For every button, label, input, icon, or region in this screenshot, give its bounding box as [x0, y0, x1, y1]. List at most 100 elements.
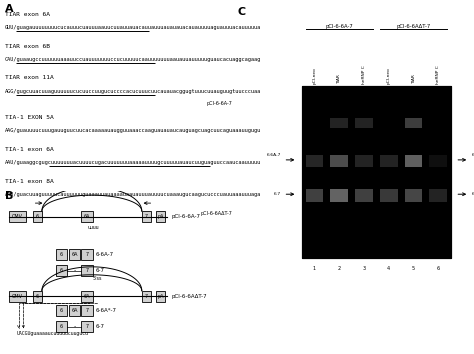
- Text: 6-6A-7: 6-6A-7: [267, 153, 281, 157]
- Text: -: -: [73, 324, 75, 329]
- Text: 6A: 6A: [71, 308, 78, 313]
- Text: CMV: CMV: [12, 294, 23, 299]
- Text: pA: pA: [157, 214, 164, 219]
- Text: AAU/guaaggcgugcuuuuuuuacuuuucugacuuuuuuuaaaaauuuugcuuuuuauaucuuguaguuccaaucaauuu: AAU/guaaggcgugcuuuuuuuacuuuucugacuuuuuuu…: [5, 160, 261, 165]
- Text: 6: 6: [36, 294, 39, 299]
- Bar: [355, 189, 373, 202]
- Text: 5: 5: [412, 266, 415, 271]
- Bar: [302, 86, 451, 258]
- Text: 6-7: 6-7: [472, 192, 474, 196]
- Text: pCI-6-6A-7: pCI-6-6A-7: [207, 101, 232, 106]
- Bar: [56, 249, 67, 261]
- Text: 6A: 6A: [84, 214, 91, 219]
- Bar: [405, 118, 422, 128]
- Text: AAG/guauuuucuuugauuguucuucacaaaaauaugguuaaaccaaguauauaucauguagcuagcuucaguaaauugu: AAG/guauuuucuuugauuguucuucacaaaaauaugguu…: [5, 128, 261, 133]
- Text: 2: 2: [337, 266, 341, 271]
- Text: 6: 6: [437, 266, 440, 271]
- Text: CAU/guaaugccuuuuuuaaauuccuauuuuuuuccucuuuuucaauuuuuuuaauauuauuuuuguaucacuaggcaga: CAU/guaaugccuuuuuuaaauuccuauuuuuuuccucuu…: [5, 57, 261, 62]
- Bar: [405, 155, 422, 167]
- Text: 6-7: 6-7: [95, 324, 104, 329]
- Text: 7: 7: [86, 252, 89, 257]
- Text: 7: 7: [86, 268, 89, 273]
- Text: pCI-6-6AΔT-7: pCI-6-6AΔT-7: [172, 294, 208, 299]
- Text: AGG/gugcuuacuuaguuuuuucucuuccuugucuccccacucuuucuucauauacggugtuuucuuauguugtuucccu: AGG/gugcuuacuuaguuuuuucucuuccuugucucccca…: [5, 88, 261, 93]
- Text: 4: 4: [387, 266, 390, 271]
- Bar: [355, 155, 373, 167]
- Text: UACGUguaaaaucuuuuucuugucu: UACGUguaaaaucuuuuucuugucu: [16, 331, 88, 336]
- Bar: [82, 249, 93, 261]
- Text: TIAR exon 11A: TIAR exon 11A: [5, 75, 54, 80]
- Text: -: -: [73, 268, 75, 273]
- Text: 6: 6: [60, 324, 63, 329]
- Text: hnRNP C: hnRNP C: [436, 65, 440, 84]
- Text: A: A: [5, 4, 13, 13]
- Text: pCI-6-6A-7: pCI-6-6A-7: [172, 214, 201, 219]
- Text: uuuu: uuuu: [87, 225, 99, 230]
- Bar: [142, 291, 151, 302]
- Bar: [380, 155, 398, 167]
- Bar: [82, 321, 93, 332]
- Text: pCI-neo: pCI-neo: [312, 68, 317, 84]
- Bar: [429, 155, 447, 167]
- Text: 6: 6: [60, 308, 63, 313]
- Text: C: C: [237, 7, 245, 17]
- Bar: [405, 189, 422, 202]
- Text: 6-7: 6-7: [95, 268, 104, 273]
- Bar: [155, 211, 165, 222]
- Text: CMV: CMV: [12, 214, 23, 219]
- Text: 6-6A-7: 6-6A-7: [95, 252, 113, 257]
- Text: pCI-6-6AΔT-7: pCI-6-6AΔT-7: [396, 24, 431, 29]
- Bar: [69, 249, 80, 261]
- Text: 7: 7: [145, 294, 148, 299]
- Bar: [302, 86, 451, 258]
- Bar: [330, 189, 348, 202]
- Text: 1: 1: [313, 266, 316, 271]
- Text: 6-7: 6-7: [274, 192, 281, 196]
- Text: TIAR exon 6A: TIAR exon 6A: [5, 12, 50, 17]
- Text: TIAR exon 6B: TIAR exon 6B: [5, 44, 50, 48]
- Text: AAU/guacuuaguuuuucauuuuuuguaaauuauaaaauaauauuuauuuucuaaaugucaagucucccuauuaaauuua: AAU/guacuuaguuuuucauuuuuuguaaauuauaaaaua…: [5, 192, 261, 197]
- Text: 6-6A*-7: 6-6A*-7: [95, 308, 116, 313]
- Text: 6A: 6A: [84, 294, 91, 299]
- Bar: [429, 189, 447, 202]
- Text: pCI-6-6A-7: pCI-6-6A-7: [325, 24, 353, 29]
- Bar: [306, 189, 323, 202]
- Bar: [56, 305, 67, 316]
- Text: 5'ss: 5'ss: [93, 276, 102, 281]
- Text: 6A: 6A: [71, 252, 78, 257]
- Bar: [33, 291, 42, 302]
- Text: 6: 6: [60, 252, 63, 257]
- Text: GUU/guagauuuuuuuucucauuucuauuuaauucuuauuauacauuauuuauauauacauauuuuaguauuuacauuuu: GUU/guagauuuuuuuucucauuucuauuuaauucuuauu…: [5, 25, 261, 30]
- Bar: [355, 118, 373, 128]
- Bar: [82, 305, 93, 316]
- Bar: [82, 265, 93, 276]
- Text: 6-6A*-7: 6-6A*-7: [472, 153, 474, 157]
- Text: B: B: [5, 191, 13, 201]
- Bar: [82, 291, 93, 302]
- Bar: [69, 305, 80, 316]
- Bar: [380, 189, 398, 202]
- Bar: [142, 211, 151, 222]
- Text: 7: 7: [145, 214, 148, 219]
- Text: 3: 3: [363, 266, 365, 271]
- Text: 7: 7: [86, 308, 89, 313]
- Bar: [82, 211, 93, 222]
- Bar: [155, 291, 165, 302]
- Text: pCI-6-6AΔT-7: pCI-6-6AΔT-7: [201, 211, 232, 216]
- Bar: [306, 155, 323, 167]
- Text: hnRNP C: hnRNP C: [362, 65, 366, 84]
- Text: TIA-1 exon 6A: TIA-1 exon 6A: [5, 147, 54, 152]
- Text: pA: pA: [157, 294, 164, 299]
- Text: TIA-1 EXON 5A: TIA-1 EXON 5A: [5, 115, 54, 120]
- Text: 7: 7: [86, 324, 89, 329]
- Text: pCI-neo: pCI-neo: [387, 68, 391, 84]
- Bar: [9, 211, 26, 222]
- Bar: [33, 211, 42, 222]
- Text: 6: 6: [60, 268, 63, 273]
- Text: TIAR: TIAR: [337, 74, 341, 84]
- Bar: [56, 265, 67, 276]
- Bar: [9, 291, 26, 302]
- Bar: [56, 321, 67, 332]
- Bar: [330, 155, 348, 167]
- Text: 6: 6: [36, 214, 39, 219]
